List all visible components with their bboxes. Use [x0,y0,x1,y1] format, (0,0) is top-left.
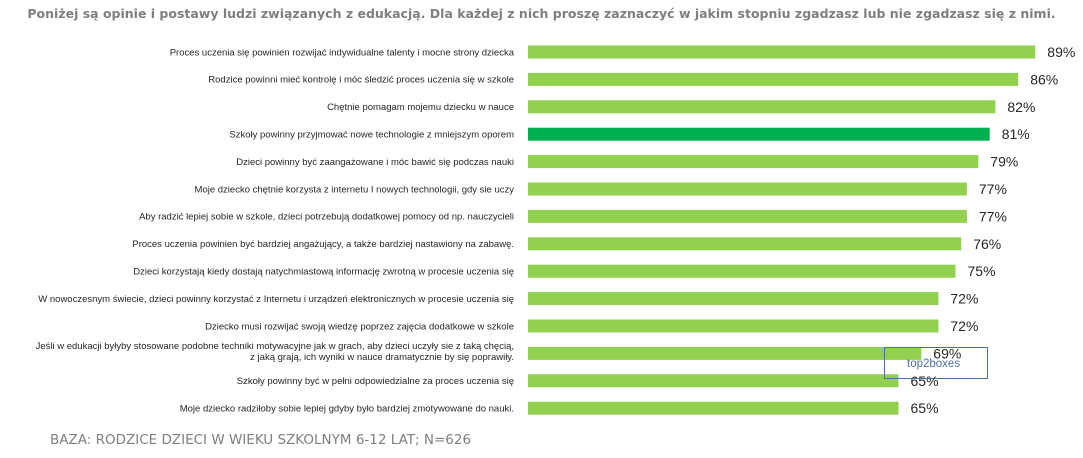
value-label-4: 81% [1002,126,1030,142]
category-label-10: W nowoczesnym świecie, dzieci powinny ko… [38,294,514,305]
category-label-13: Szkoły powinny być w pełni odpowiedzialn… [237,376,514,387]
bar-6 [528,182,967,196]
bar-8 [528,237,962,251]
bar-5 [528,155,979,169]
bar-7 [528,209,967,223]
bar-13 [528,374,899,388]
category-label-9: Dzieci korzystają kiedy dostają natychmi… [133,267,514,278]
chart-title: Poniżej są opinie i postawy ludzi związa… [27,6,1056,21]
bar-12 [528,346,922,360]
value-label-9: 75% [968,263,996,279]
category-label-2: Rodzice powinni mieć kontrolę i móc śled… [208,75,514,86]
bar-11 [528,319,939,333]
bar-9 [528,264,956,278]
value-label-1: 89% [1047,44,1075,60]
value-label-6: 77% [979,181,1007,197]
value-label-2: 86% [1030,71,1058,87]
value-label-10: 72% [950,291,978,307]
category-label-11: Dziecko musi rozwijać swoją wiedzę poprz… [205,321,514,332]
bar-2 [528,72,1019,86]
category-label-3: Chętnie pomagam mojemu dziecku w nauce [327,102,514,113]
value-label-7: 77% [979,208,1007,224]
base-footnote: BAZA: RODZICE DZIECI W WIEKU SZKOLNYM 6-… [50,432,472,448]
bar-14 [528,401,899,415]
bar-3 [528,100,996,114]
value-label-11: 72% [950,318,978,334]
category-label-14: Moje dziecko radziłoby sobie lepiej gdyb… [180,404,514,415]
legend: top2boxes [884,347,988,379]
legend-label: top2boxes [907,358,961,370]
category-label-1: Proces uczenia się powinien rozwijać ind… [170,47,515,58]
category-label-7: Aby radzić lepiej sobie w szkole, dzieci… [139,212,514,223]
bar-4 [528,127,990,141]
category-label-5: Dzieci powinny być zaangażowane i móc ba… [236,157,514,168]
value-label-12: 69% [933,345,961,361]
value-label-8: 76% [973,236,1001,252]
category-label-8: Proces uczenia powinien być bardziej ang… [132,239,514,250]
category-label-6: Moje dziecko chętnie korzysta z internet… [195,184,515,195]
value-label-3: 82% [1007,99,1035,115]
category-label-12: Jeśli w edukacji byłyby stosowane podobn… [36,341,514,363]
value-label-5: 79% [990,154,1018,170]
bar-1 [528,45,1036,59]
value-label-13: 65% [911,373,939,389]
value-label-14: 65% [911,400,939,416]
category-label-4: Szkoły powinny przyjmować nowe technolog… [229,130,514,141]
bar-10 [528,292,939,306]
